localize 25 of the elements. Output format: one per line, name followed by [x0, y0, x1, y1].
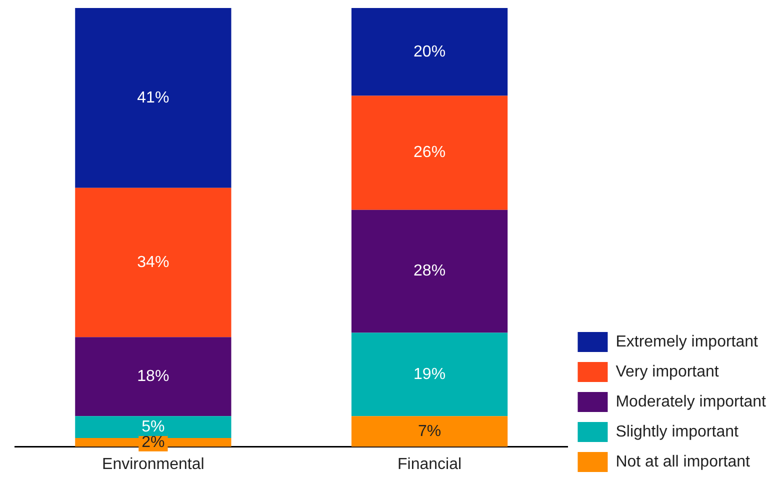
data-label: 5% [142, 418, 165, 436]
data-label: 26% [414, 144, 446, 162]
bar [351, 8, 508, 96]
bar [75, 337, 232, 416]
x-tick-label: Financial [398, 456, 462, 473]
bar [351, 96, 508, 210]
x-tick-label: Environmental [102, 456, 204, 473]
bar [351, 210, 508, 333]
data-label: 7% [418, 422, 442, 440]
legend-label: Moderately important [616, 393, 767, 410]
legend-label: Extremely important [616, 333, 759, 350]
data-label: 20% [414, 43, 446, 60]
legend-label: Slightly important [616, 423, 739, 440]
legend-label: Not at all important [616, 453, 751, 470]
data-label: 2% [142, 434, 165, 451]
bar [75, 188, 232, 338]
data-label: 28% [414, 262, 446, 280]
data-label: 41% [137, 89, 170, 106]
data-label: 19% [414, 366, 446, 383]
bar [351, 416, 508, 447]
bar [75, 8, 232, 188]
bar [351, 332, 508, 416]
legend-label: Very important [616, 363, 720, 380]
data-label: 34% [137, 254, 170, 271]
data-label: 18% [137, 368, 170, 385]
